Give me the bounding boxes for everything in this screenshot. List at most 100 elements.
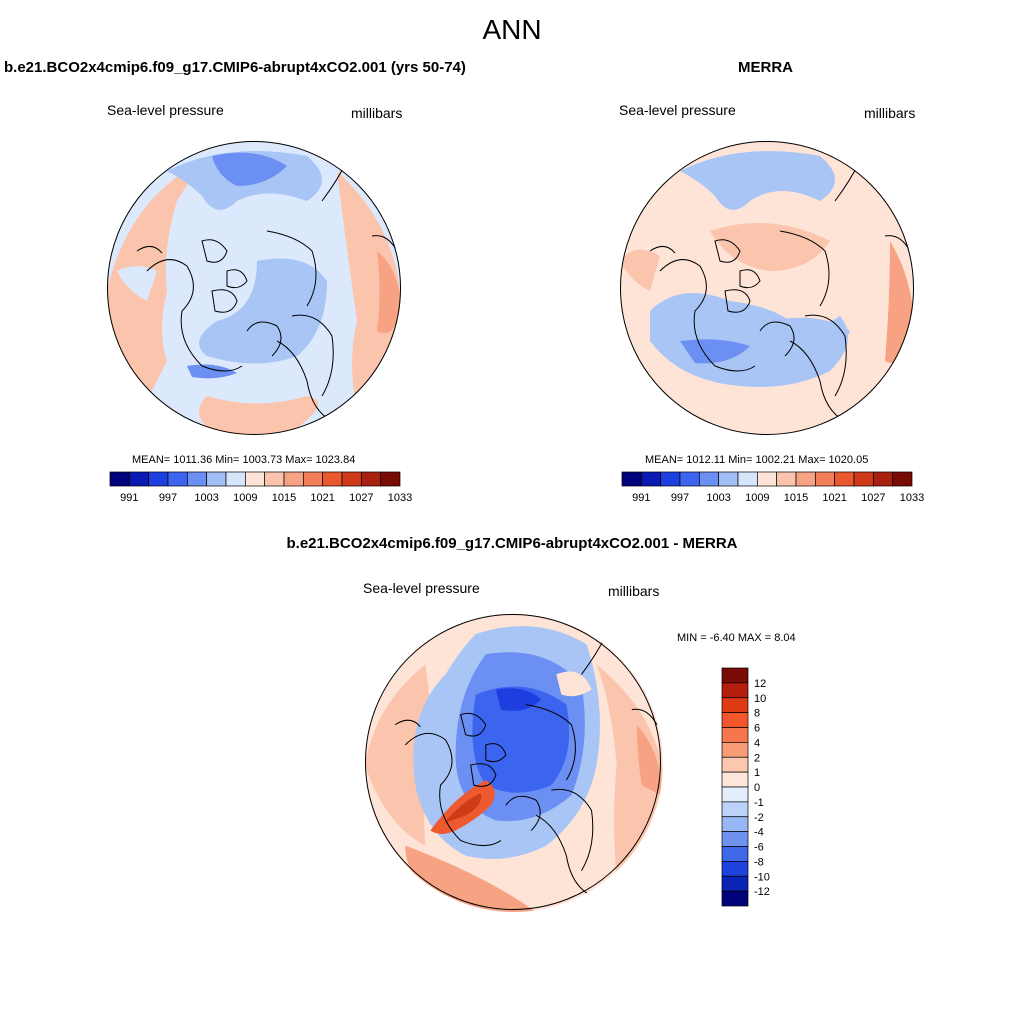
colorbar-tick-label: 12 (754, 678, 766, 690)
coastline (526, 704, 576, 781)
panel-2-variable-label: Sea-level pressure (619, 102, 736, 118)
colorbar-swatch (302, 471, 324, 487)
map-boundary (620, 141, 914, 435)
colorbar-tick-label: 1033 (388, 492, 412, 504)
map-group (107, 141, 401, 435)
colorbar-swatch (206, 471, 227, 487)
coastline (146, 259, 243, 372)
colorbar-tick-label: 1009 (233, 492, 257, 504)
colorbar-tick-label: 997 (159, 492, 177, 504)
map-boundary (365, 614, 661, 910)
coastline (460, 712, 487, 737)
colorbar-swatch (264, 471, 285, 487)
coastline (804, 314, 847, 397)
colorbar-tick-label: 2 (754, 752, 760, 764)
panel-3-title: b.e21.BCO2x4cmip6.f09_g17.CMIP6-abrupt4x… (286, 535, 738, 552)
colorbar-swatch (776, 471, 797, 487)
colorbar-swatch (167, 471, 188, 487)
panel-1-units-label: millibars (351, 105, 403, 121)
colorbar-swatch (360, 471, 382, 487)
colorbar-swatch (621, 471, 642, 487)
coastline (724, 289, 751, 313)
colorbar-tick-label: 1003 (194, 492, 218, 504)
colorbar-swatch (721, 742, 749, 758)
colorbar-swatch (721, 727, 749, 743)
field-contour (770, 317, 850, 356)
panel-3-stats: MIN = -6.40 MAX = 8.04 (677, 632, 796, 644)
panel-1-variable-label: Sea-level pressure (107, 102, 224, 118)
colorbar-swatch (721, 786, 749, 803)
colorbar-swatch (186, 471, 208, 487)
coastline (551, 788, 594, 871)
colorbar-tick-label: 4 (754, 737, 760, 749)
colorbar-tick-label: -4 (754, 827, 764, 839)
colorbar-tick-label: 997 (671, 492, 689, 504)
colorbar-tick-label: 8 (754, 708, 760, 720)
colorbar-tick-label: 1027 (349, 492, 373, 504)
colorbar-swatch (721, 831, 749, 847)
colorbar-swatch (721, 890, 749, 907)
panel-2-polar-map (620, 141, 914, 435)
colorbar-swatch (640, 471, 662, 487)
colorbar-tick-label: 1021 (822, 492, 846, 504)
panel-2-units-label: millibars (864, 105, 916, 121)
colorbar-swatch (756, 471, 778, 487)
colorbar-swatch (737, 471, 758, 487)
field-contour (377, 251, 401, 334)
field-contour (365, 664, 436, 846)
coastline (266, 230, 317, 307)
panel-1-colorbar: 991 997 1003 1009 1015 1021 1027 1033 (109, 471, 412, 504)
colorbar-swatch (721, 712, 749, 728)
colorbar-tick-label: 1003 (706, 492, 730, 504)
field-contour (212, 152, 287, 186)
colorbar-tick-label: 1 (754, 767, 760, 779)
panel-3-variable-label: Sea-level pressure (363, 580, 480, 596)
field-contour (680, 151, 835, 210)
colorbar-swatch (322, 471, 343, 487)
colorbar-swatch (721, 682, 749, 699)
field-contour (472, 686, 570, 793)
coastline (246, 321, 282, 357)
colorbar-swatch (721, 861, 749, 877)
coastline (759, 321, 795, 357)
colorbar-tick-label: 1027 (861, 492, 885, 504)
field-contour (556, 671, 592, 697)
colorbar-tick-label: 6 (754, 723, 760, 735)
colorbar-swatch (795, 471, 816, 487)
coastline (470, 763, 497, 787)
colorbar-tick-label: 991 (632, 492, 650, 504)
coastline (714, 239, 741, 263)
colorbar-tick-label: 991 (120, 492, 138, 504)
field-contour (337, 171, 401, 411)
field-contour (710, 223, 830, 271)
coastline (659, 259, 756, 372)
colorbar-swatch (872, 471, 894, 487)
colorbar-swatch (721, 801, 749, 818)
colorbar-swatch (834, 471, 855, 487)
colorbar-swatch (148, 471, 169, 487)
colorbar-swatch (128, 471, 150, 487)
panel-3-polar-map (365, 614, 664, 913)
coastline (226, 269, 248, 289)
colorbar-tick-label: 1015 (272, 492, 296, 504)
colorbar-swatch (341, 471, 362, 487)
colorbar-swatch (721, 846, 749, 862)
coastline (535, 814, 592, 897)
colorbar-tick-label: -1 (754, 797, 764, 809)
coastline (211, 289, 238, 313)
colorbar-swatch (892, 471, 913, 487)
colorbar-swatch (721, 667, 749, 684)
colorbar-swatch (721, 875, 749, 892)
colorbar-swatch (660, 471, 681, 487)
field-contour (187, 364, 237, 379)
coastline (739, 269, 761, 289)
colorbar-tick-label: -8 (754, 856, 764, 868)
panel-2-title: MERRA (738, 59, 793, 76)
coastline (136, 246, 163, 254)
colorbar-swatch (721, 771, 749, 788)
panel-2-stats: MEAN= 1012.11 Min= 1002.21 Max= 1020.05 (645, 454, 869, 466)
field-contour (596, 664, 664, 886)
colorbar-tick-label: 1015 (784, 492, 808, 504)
panel-1-stats: MEAN= 1011.36 Min= 1003.73 Max= 1023.84 (132, 454, 356, 466)
